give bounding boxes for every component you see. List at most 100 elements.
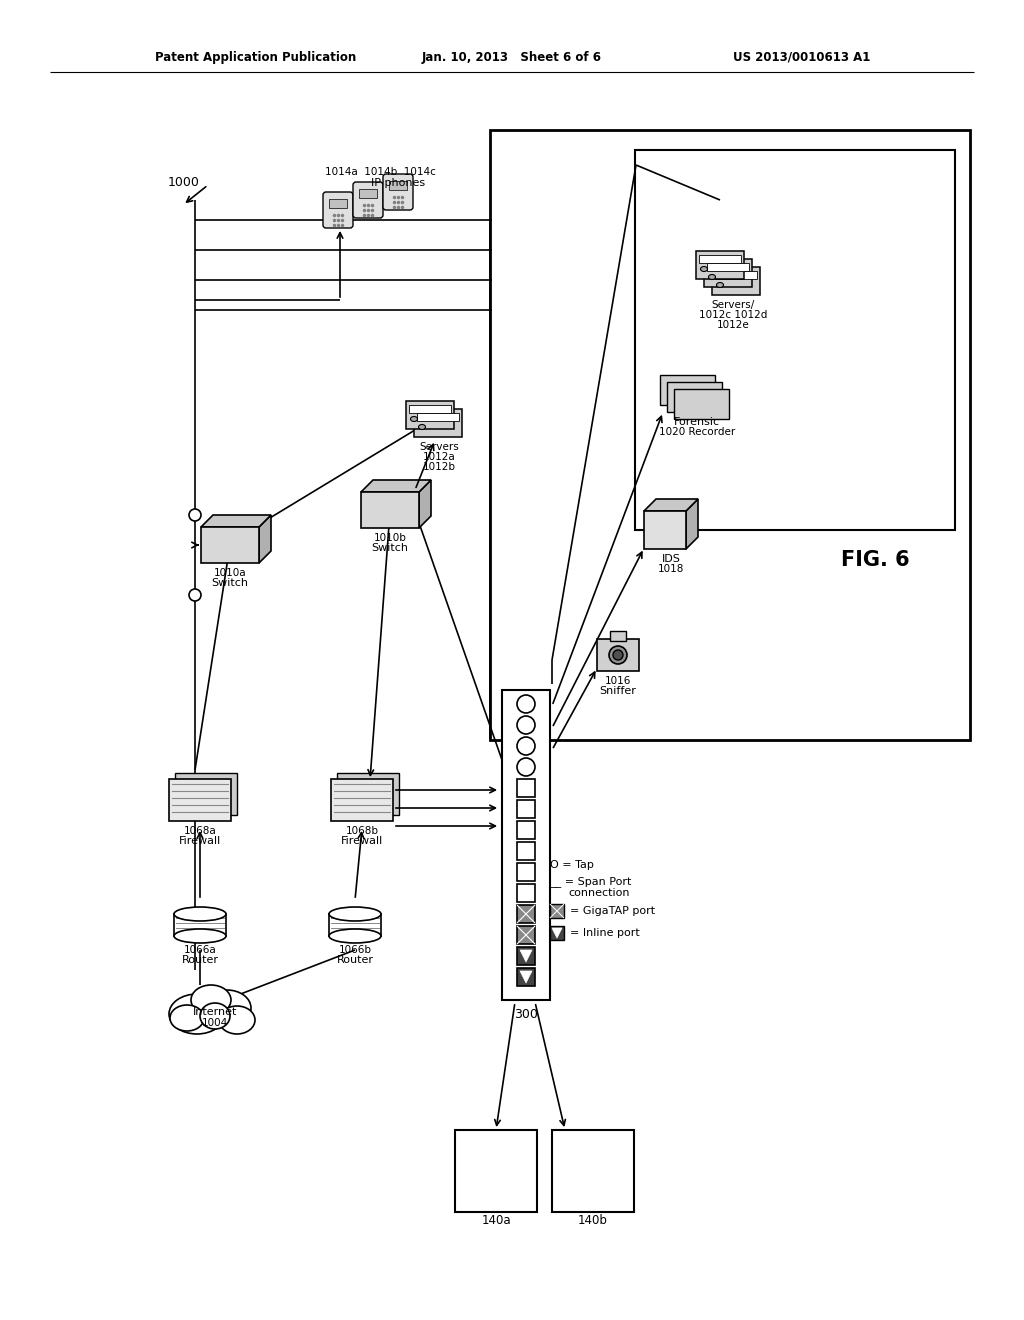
Bar: [610, 631, 626, 642]
Text: __ = Span Port: __ = Span Port: [550, 876, 632, 887]
Ellipse shape: [517, 696, 535, 713]
Text: 300: 300: [514, 1007, 538, 1020]
Bar: [406, 401, 454, 429]
Polygon shape: [520, 972, 532, 983]
Text: Patent Application Publication: Patent Application Publication: [155, 50, 356, 63]
Bar: [674, 389, 729, 418]
Bar: [707, 263, 749, 271]
Bar: [705, 259, 752, 286]
Text: Jan. 10, 2013   Sheet 6 of 6: Jan. 10, 2013 Sheet 6 of 6: [422, 50, 602, 63]
Ellipse shape: [517, 715, 535, 734]
Text: Switch: Switch: [212, 578, 249, 587]
Bar: [715, 271, 757, 279]
Text: Sniffer: Sniffer: [600, 686, 637, 696]
Bar: [329, 199, 347, 209]
Text: 1014a  1014b  1014c: 1014a 1014b 1014c: [325, 168, 435, 177]
Polygon shape: [201, 515, 271, 527]
Bar: [517, 821, 535, 840]
Ellipse shape: [517, 758, 535, 776]
Ellipse shape: [169, 994, 225, 1034]
Bar: [517, 842, 535, 861]
Text: 140a: 140a: [481, 1213, 511, 1226]
Ellipse shape: [517, 737, 535, 755]
Text: 1012c 1012d: 1012c 1012d: [698, 310, 767, 319]
Bar: [455, 1130, 537, 1212]
Ellipse shape: [717, 282, 724, 288]
Bar: [517, 927, 535, 944]
Polygon shape: [259, 515, 271, 564]
Bar: [660, 375, 715, 405]
Text: = GigaTAP port: = GigaTAP port: [570, 906, 655, 916]
Bar: [414, 409, 462, 437]
Bar: [550, 927, 564, 940]
Ellipse shape: [174, 929, 226, 942]
Ellipse shape: [203, 990, 251, 1026]
Bar: [175, 774, 237, 814]
Text: IP phones: IP phones: [371, 178, 425, 187]
Bar: [517, 946, 535, 965]
Text: = Inline port: = Inline port: [570, 928, 640, 939]
Text: FIG. 6: FIG. 6: [841, 550, 909, 570]
Bar: [361, 492, 419, 528]
FancyBboxPatch shape: [323, 191, 353, 228]
Bar: [550, 904, 564, 917]
Bar: [699, 255, 741, 263]
Bar: [517, 884, 535, 902]
Bar: [517, 906, 535, 923]
Text: 1012b: 1012b: [423, 462, 456, 473]
Text: 1000: 1000: [168, 177, 200, 190]
Bar: [517, 968, 535, 986]
Ellipse shape: [419, 425, 426, 429]
Bar: [644, 511, 686, 549]
Bar: [502, 690, 550, 1001]
Bar: [409, 405, 451, 413]
Text: 1016: 1016: [605, 676, 631, 686]
Text: 1012e: 1012e: [717, 319, 750, 330]
Text: O = Tap: O = Tap: [550, 861, 594, 870]
Text: Servers/: Servers/: [712, 300, 755, 310]
Bar: [667, 381, 722, 412]
Ellipse shape: [411, 417, 418, 421]
Text: 1068b: 1068b: [345, 826, 379, 836]
Bar: [517, 863, 535, 880]
Bar: [517, 779, 535, 797]
Text: connection: connection: [568, 888, 630, 898]
Text: US 2013/0010613 A1: US 2013/0010613 A1: [732, 50, 870, 63]
Text: Router: Router: [181, 954, 218, 965]
Text: Switch: Switch: [372, 543, 409, 553]
Text: Router: Router: [337, 954, 374, 965]
Bar: [552, 1130, 634, 1212]
Bar: [417, 413, 459, 421]
Polygon shape: [552, 928, 562, 939]
Ellipse shape: [329, 929, 381, 942]
Bar: [201, 527, 259, 564]
Circle shape: [189, 510, 201, 521]
Text: 1004: 1004: [202, 1018, 228, 1028]
Bar: [337, 774, 399, 814]
Ellipse shape: [174, 907, 226, 921]
Text: IDS: IDS: [662, 554, 680, 564]
Text: Firewall: Firewall: [179, 836, 221, 846]
Text: Forensic: Forensic: [674, 417, 720, 426]
Text: 1068a: 1068a: [183, 826, 216, 836]
Text: 1020 Recorder: 1020 Recorder: [658, 426, 735, 437]
Bar: [635, 150, 955, 531]
Text: 1018: 1018: [657, 564, 684, 574]
Ellipse shape: [709, 275, 716, 280]
Bar: [712, 267, 760, 294]
Text: 1010a: 1010a: [214, 568, 247, 578]
Ellipse shape: [200, 1003, 230, 1030]
Polygon shape: [520, 950, 532, 962]
Bar: [490, 129, 970, 741]
Ellipse shape: [329, 907, 381, 921]
Polygon shape: [644, 499, 698, 511]
Bar: [169, 779, 231, 821]
Bar: [597, 639, 639, 671]
Bar: [389, 181, 407, 190]
Text: 1066b: 1066b: [339, 945, 372, 954]
Bar: [331, 779, 393, 821]
Polygon shape: [419, 480, 431, 528]
Text: 140b: 140b: [579, 1213, 608, 1226]
Circle shape: [189, 589, 201, 601]
Bar: [696, 251, 744, 279]
